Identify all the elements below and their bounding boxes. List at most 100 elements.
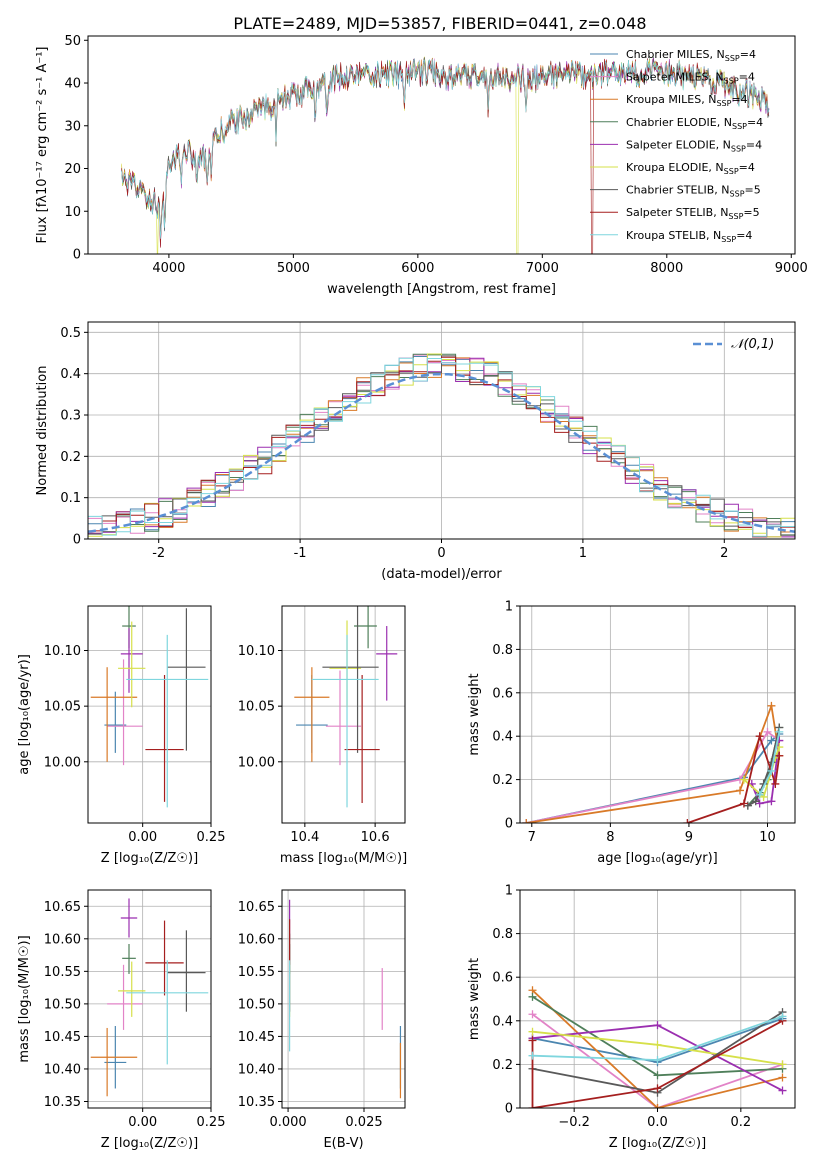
x-tick-label: 0.00 <box>128 1115 157 1130</box>
x-axis-label: Z [log₁₀(Z/Z☉)] <box>609 1136 706 1151</box>
weight-series-salpeter-stelib <box>683 732 784 823</box>
x-tick-label: 10 <box>759 830 776 845</box>
weight-line <box>531 989 783 1108</box>
y-axis-label: mass [log₁₀(M/M☉)] <box>17 935 32 1062</box>
spectrum-line-salpeter-stelib <box>121 58 770 254</box>
panel-spectrum: Chabrier MILES, NSSP=4 Salpeter MILES, NS… <box>35 34 808 297</box>
errorbar-kroupa-miles <box>90 667 138 762</box>
errorbar-salpeter-stelib <box>145 674 184 802</box>
y-tick-label: 0 <box>505 1102 513 1117</box>
x-tick-label: 6000 <box>401 261 434 276</box>
ticks: 7 8 9 10 0 0.2 0.4 0.6 0.8 1 <box>492 600 775 846</box>
x-tick-label: -2 <box>152 546 165 561</box>
ticks: 4000 5000 6000 7000 8000 9000 0 10 20 30 40 50 <box>64 34 807 276</box>
weight-series-kroupa-stelib <box>528 1012 787 1065</box>
ticks: 0.00 0.25 10.00 10.05 10.10 <box>44 644 226 845</box>
errorbar-kroupa-miles <box>294 667 330 762</box>
x-tick-label: 10.6 <box>361 830 390 845</box>
ticks: 0.00 0.25 10.35 10.40 10.45 10.50 10.55 10.60 10… <box>44 900 226 1130</box>
weight-point <box>767 797 776 806</box>
weight-line <box>531 1020 783 1108</box>
errorbar-chabrier-miles <box>104 691 127 753</box>
x-tick-label: 7000 <box>526 261 559 276</box>
panel-mass_vs_Z: 0.00 0.25 10.35 10.40 10.45 10.50 10.55 10.60 10… <box>17 889 226 1151</box>
weight-line <box>743 746 781 799</box>
y-tick-label: 1 <box>505 884 513 899</box>
legend-entry: Salpeter ELODIE, NSSP=4 <box>626 138 762 153</box>
grid-lines <box>282 606 405 823</box>
legend: Chabrier MILES, NSSP=4 Salpeter MILES, NS… <box>590 48 763 244</box>
weight-point <box>528 1104 537 1108</box>
x-tick-label: 0.000 <box>269 1115 306 1130</box>
x-axis-label: E(B-V) <box>323 1136 363 1151</box>
weight-point <box>775 727 784 736</box>
panel-weight_vs_age: 7 8 9 10 0 0.2 0.4 0.6 0.8 1 age [log₁₀(age/yr)] ma… <box>467 600 796 866</box>
legend-entry: Kroupa ELODIE, NSSP=4 <box>626 161 755 176</box>
panel-age_vs_mass: 10.4 10.6 10.00 10.05 10.10 mass [log₁₀(M/M☉)… <box>238 605 407 866</box>
y-tick-label: 10.05 <box>238 700 275 715</box>
y-tick-label: 10.60 <box>238 932 275 947</box>
x-axis-label: Z [log₁₀(Z/Z☉)] <box>101 851 198 866</box>
y-tick-label: 10.10 <box>44 644 81 659</box>
weight-point <box>683 819 692 823</box>
weight-line <box>531 1013 783 1108</box>
errorbar-salpeter-stelib <box>145 920 184 996</box>
weight-point <box>653 1056 662 1065</box>
weight-point <box>778 1012 787 1021</box>
x-axis-label: wavelength [Angstrom, rest frame] <box>327 282 556 297</box>
y-tick-label: 0 <box>73 533 81 548</box>
axes-frame <box>87 605 212 824</box>
y-tick-label: 0.2 <box>60 450 81 465</box>
x-tick-label: 0.0 <box>647 1115 668 1130</box>
y-tick-label: 0.6 <box>492 686 513 701</box>
legend-entry: Kroupa MILES, NSSP=4 <box>626 93 748 108</box>
x-tick-label: 8000 <box>650 261 683 276</box>
grid-lines <box>282 890 405 1108</box>
y-tick-label: 10.45 <box>238 1030 275 1045</box>
y-tick-label: 10.55 <box>44 965 81 980</box>
weight-point <box>767 766 776 775</box>
weight-point <box>778 1060 787 1069</box>
x-tick-label: 0.2 <box>730 1115 751 1130</box>
errorbar-salpeter-stelib <box>344 674 380 803</box>
ticks: 0.000 0.025 10.35 10.40 10.45 10.50 10.55 10.60… <box>238 900 383 1130</box>
y-tick-label: 0 <box>505 817 513 832</box>
weight-point <box>653 1071 662 1080</box>
y-tick-label: 40 <box>64 77 81 92</box>
weight-point <box>755 790 764 799</box>
plot-area <box>90 898 209 1097</box>
y-axis-label: age [log₁₀(age/yr)] <box>17 654 32 775</box>
y-tick-label: 10.00 <box>44 755 81 770</box>
weight-line <box>526 702 781 823</box>
axes-frame <box>87 35 796 255</box>
y-axis-label: Flux [fλ10⁻¹⁷ erg cm⁻² s⁻¹ A⁻¹] <box>35 47 50 244</box>
weight-point <box>736 786 744 795</box>
errorbar-kroupa-stelib <box>126 634 209 808</box>
weight-point <box>763 727 772 736</box>
weight-point <box>522 819 531 823</box>
weight-point <box>653 1084 662 1093</box>
y-tick-label: 10.40 <box>44 1062 81 1077</box>
x-tick-label: 8 <box>606 830 614 845</box>
y-tick-label: 10.45 <box>44 1030 81 1045</box>
x-tick-label: 9 <box>685 830 693 845</box>
weight-series-salpeter-stelib <box>528 1016 787 1108</box>
weight-point <box>778 1073 787 1082</box>
plot-area <box>288 899 402 1099</box>
x-tick-label: 2 <box>720 546 728 561</box>
legend-entry: Kroupa STELIB, NSSP=4 <box>626 229 752 244</box>
weight-point <box>739 775 748 784</box>
errorbar-chabrier-elodie <box>122 944 136 974</box>
y-tick-label: 10.55 <box>238 965 275 980</box>
legend-entry: Salpeter MILES, NSSP=4 <box>626 71 755 86</box>
plot-area <box>90 606 209 808</box>
weight-point <box>528 1051 537 1060</box>
y-axis-label: mass weight <box>467 673 482 755</box>
y-tick-label: 30 <box>64 119 81 134</box>
legend: 𝒩(0,1) <box>693 337 774 352</box>
y-tick-label: 10.60 <box>44 932 81 947</box>
panel-residuals: 𝒩(0,1) -2 -1 0 1 2 0 0.1 0.2 0.3 0.4 0.5 (data-model… <box>35 321 796 582</box>
errorbar-kroupa-miles <box>90 1027 138 1097</box>
y-tick-label: 10 <box>64 205 81 220</box>
